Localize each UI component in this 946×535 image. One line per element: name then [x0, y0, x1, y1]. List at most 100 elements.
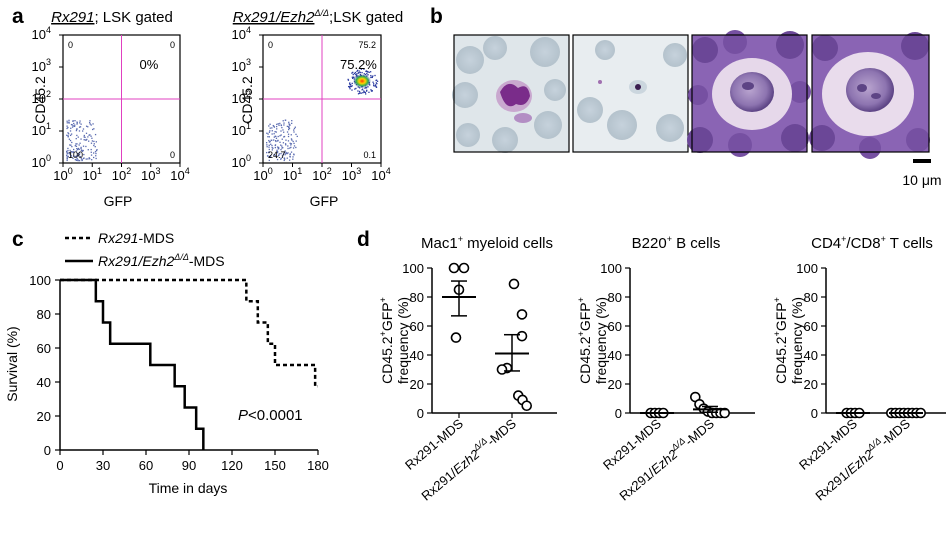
y-tick-label: 60: [804, 319, 818, 334]
event-dot: [271, 149, 273, 151]
event-dot: [271, 127, 273, 129]
data-point: [448, 262, 460, 274]
data-point: [496, 364, 508, 375]
event-dot: [359, 92, 361, 94]
y-tick-label: 40: [37, 375, 51, 390]
legend-label-italic: Rx291: [98, 230, 138, 246]
event-dot: [85, 132, 88, 134]
event-dot: [287, 133, 290, 135]
event-dot: [68, 133, 70, 135]
y-tick-label: 60: [410, 319, 424, 334]
event-dot: [71, 151, 73, 153]
event-dot: [274, 131, 276, 133]
event-dot: [355, 87, 357, 90]
event-dot: [85, 125, 88, 127]
event-dot: [69, 144, 71, 146]
panel-label-c: c: [12, 228, 24, 251]
event-dot: [268, 125, 270, 127]
y-tick-label: 20: [608, 377, 622, 392]
tick-exponent: 2: [327, 166, 332, 176]
event-dot: [291, 122, 293, 125]
event-dot: [92, 152, 95, 154]
event-dot: [266, 151, 268, 154]
event-dot: [274, 144, 276, 147]
event-dot: [78, 130, 81, 132]
event-dot: [295, 133, 297, 136]
event-dot: [279, 135, 281, 137]
event-dot: [284, 154, 286, 156]
flow-title-rest: ;LSK gated: [329, 9, 403, 26]
tick-exponent: 4: [386, 166, 391, 176]
event-dot: [90, 142, 93, 144]
event-dot: [277, 135, 279, 138]
event-dot: [268, 139, 270, 142]
event-dot: [353, 72, 356, 75]
event-dot: [96, 149, 98, 151]
event-dot: [293, 145, 296, 147]
event-dot: [268, 141, 271, 143]
event-dot: [74, 124, 76, 126]
y-axis-label-line1: CD45.2+GFP+: [378, 297, 395, 384]
event-dot: [284, 158, 286, 160]
y-tick-label: 101: [32, 121, 51, 138]
event-dot: [289, 124, 291, 126]
survival-curve-solid: [60, 278, 205, 450]
event-dot: [280, 149, 282, 151]
event-dot: [352, 73, 354, 76]
x-tick-label: 30: [96, 458, 110, 473]
event-dot: [75, 150, 78, 152]
event-dot: [276, 146, 279, 148]
event-dot: [67, 136, 69, 138]
event-dot: [371, 76, 373, 79]
y-tick-label: 0: [417, 406, 424, 421]
event-dot: [372, 83, 375, 85]
event-dot: [368, 91, 370, 93]
x-tick-label: 60: [139, 458, 153, 473]
gfp-positive-percent: 75.2%: [340, 57, 377, 72]
event-dot: [269, 140, 271, 143]
event-dot: [351, 82, 353, 85]
event-dot: [277, 155, 280, 157]
event-dot: [280, 134, 282, 136]
event-dot: [90, 151, 92, 153]
plot-title-sup: +: [841, 234, 846, 244]
legend-label: Rx291-MDS: [98, 230, 174, 246]
event-dot: [281, 147, 283, 149]
event-dot: [273, 154, 275, 156]
survival-curve-dashed: [60, 278, 318, 388]
event-dot: [80, 138, 82, 140]
y-tick-label: 100: [232, 153, 251, 170]
quadrant-ul-value: 0: [68, 40, 73, 50]
event-dot: [356, 70, 358, 73]
y-tick-label: 80: [804, 290, 818, 305]
event-dot: [277, 140, 279, 142]
event-dot: [358, 71, 360, 74]
legend-label-rest: -MDS: [189, 253, 225, 269]
quadrant-lr-value: 0: [170, 150, 175, 160]
event-dot: [367, 74, 369, 76]
y-tick-label: 0: [615, 406, 622, 421]
y-tick-label: 103: [32, 57, 51, 74]
event-dot: [287, 152, 289, 154]
event-dot: [292, 140, 294, 143]
event-dot: [292, 147, 295, 149]
event-dot: [66, 159, 68, 162]
event-dot: [266, 142, 268, 144]
event-dot: [270, 154, 272, 157]
event-dot: [363, 73, 365, 75]
event-dot: [77, 159, 79, 162]
event-dot: [282, 147, 284, 149]
event-dot: [355, 74, 358, 76]
event-dot: [276, 151, 279, 154]
event-dot: [73, 122, 75, 125]
event-dot: [278, 124, 280, 126]
event-dot: [293, 142, 295, 145]
event-dot: [288, 159, 291, 161]
plot-title-rest: B cells: [672, 235, 720, 252]
y-tick-label: 0: [811, 406, 818, 421]
event-dot: [367, 86, 369, 88]
event-dot: [269, 127, 271, 129]
event-dot: [283, 157, 286, 159]
event-dot: [72, 125, 75, 127]
event-dot: [78, 159, 81, 162]
